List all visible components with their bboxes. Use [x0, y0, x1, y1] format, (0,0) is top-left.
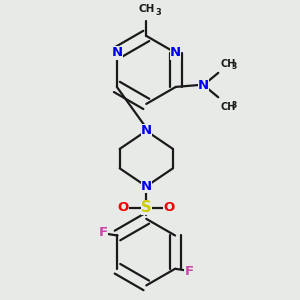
Text: N: N — [111, 46, 122, 59]
Text: 3: 3 — [155, 8, 161, 17]
Text: F: F — [99, 226, 108, 239]
Text: CH: CH — [138, 4, 154, 14]
Text: 3: 3 — [232, 100, 237, 109]
Text: O: O — [118, 201, 129, 214]
Text: 3: 3 — [232, 62, 237, 71]
Text: CH: CH — [221, 59, 236, 69]
Text: F: F — [184, 265, 194, 278]
Text: CH: CH — [221, 102, 236, 112]
Text: N: N — [141, 124, 152, 137]
Text: O: O — [164, 201, 175, 214]
Text: N: N — [170, 46, 181, 59]
Text: S: S — [141, 200, 152, 215]
Text: N: N — [198, 79, 209, 92]
Text: N: N — [141, 180, 152, 193]
